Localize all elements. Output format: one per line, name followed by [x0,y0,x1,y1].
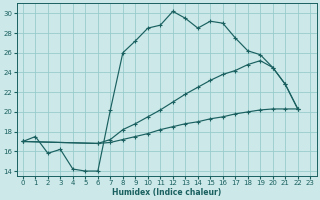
X-axis label: Humidex (Indice chaleur): Humidex (Indice chaleur) [112,188,221,197]
